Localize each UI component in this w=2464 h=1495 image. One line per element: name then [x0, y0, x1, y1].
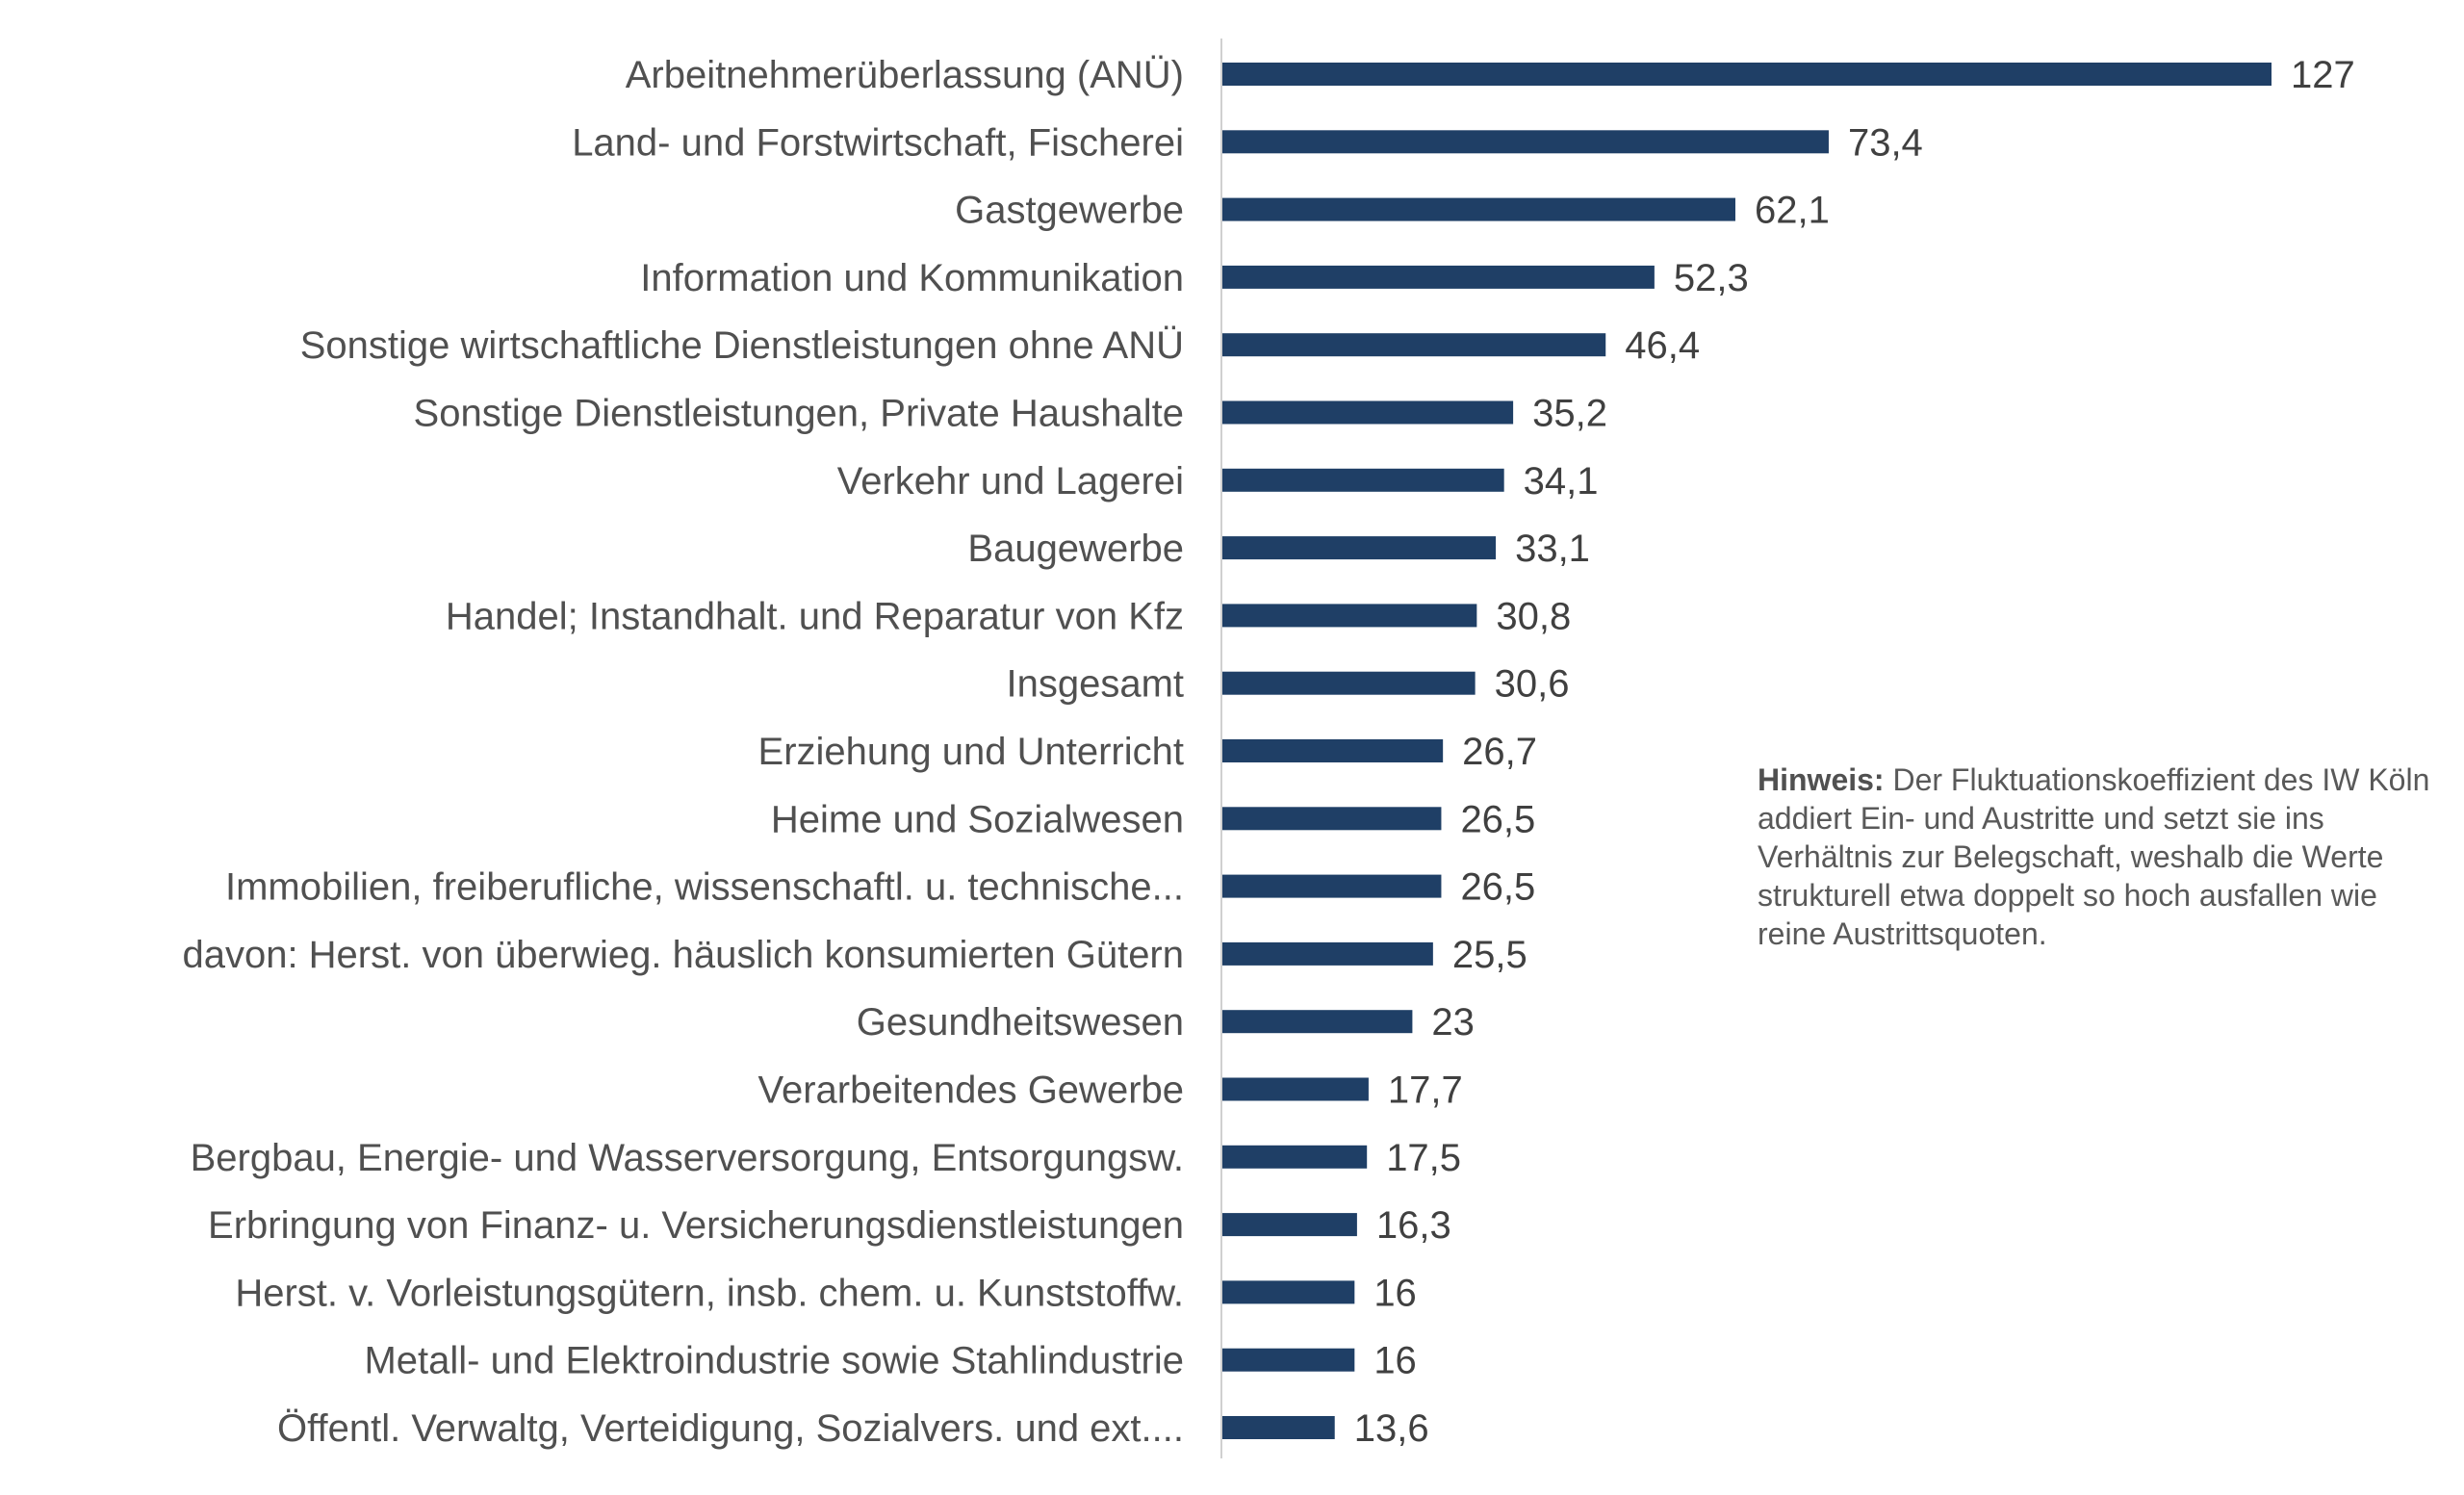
bar [1222, 333, 1606, 357]
category-label: Sonstige wirtschaftliche Dienstleistunge… [300, 324, 1184, 367]
category-label: davon: Herst. von überwieg. häuslich kon… [182, 934, 1184, 976]
category-label: Baugewerbe [967, 528, 1184, 570]
data-label: 17,5 [1386, 1137, 1461, 1179]
data-label: 35,2 [1532, 393, 1607, 435]
category-label: Bergbau, Energie- und Wasserversorgung, … [191, 1137, 1184, 1179]
category-label: Verkehr und Lagerei [837, 460, 1184, 503]
bar [1222, 671, 1476, 695]
category-label: Heime und Sozialwesen [771, 798, 1184, 840]
note-bold-label: Hinweis: [1758, 762, 1885, 797]
category-label: Erziehung und Unterricht [758, 731, 1184, 773]
data-label: 16,3 [1376, 1204, 1451, 1247]
data-label: 33,1 [1515, 528, 1590, 570]
bar [1222, 1145, 1368, 1169]
data-label: 26,7 [1462, 731, 1537, 773]
bar [1222, 536, 1497, 560]
data-label: 16 [1373, 1340, 1417, 1382]
bar [1222, 1280, 1355, 1304]
bar [1222, 807, 1442, 831]
bar [1222, 1010, 1413, 1034]
category-label: Gastgewerbe [955, 190, 1184, 232]
data-label: 26,5 [1460, 798, 1535, 840]
category-label: Immobilien, freiberufliche, wissenschaft… [225, 866, 1184, 909]
data-label: 73,4 [1848, 121, 1923, 164]
data-label: 62,1 [1755, 190, 1830, 232]
data-label: 23 [1431, 1001, 1475, 1044]
bar [1222, 1077, 1369, 1101]
bar [1222, 400, 1514, 425]
bar [1222, 197, 1735, 221]
bar [1222, 1348, 1355, 1372]
data-label: 26,5 [1460, 866, 1535, 909]
bar [1222, 604, 1477, 628]
category-label: Erbringung von Finanz- u. Versicherungsd… [208, 1204, 1184, 1247]
bar [1222, 1213, 1357, 1237]
bar [1222, 1416, 1335, 1439]
category-label: Land- und Forstwirtschaft, Fischerei [572, 121, 1184, 164]
bar [1222, 941, 1433, 966]
data-label: 52,3 [1674, 257, 1749, 299]
note-box: Hinweis: Der Fluktuationskoeffizient des… [1758, 760, 2451, 953]
bar [1222, 130, 1829, 154]
category-label: Handel; Instandhalt. und Reparatur von K… [446, 595, 1184, 637]
category-label: Metall- und Elektroindustrie sowie Stahl… [364, 1340, 1184, 1382]
data-label: 13,6 [1354, 1407, 1429, 1450]
data-label: 46,4 [1625, 324, 1700, 367]
bar [1222, 265, 1655, 289]
data-label: 17,7 [1388, 1070, 1463, 1112]
category-label: Öffentl. Verwaltg, Verteidigung, Sozialv… [277, 1407, 1184, 1450]
bar [1222, 63, 2272, 86]
data-label: 25,5 [1452, 934, 1527, 976]
data-label: 16 [1373, 1272, 1417, 1314]
data-label: 30,8 [1496, 595, 1571, 637]
category-label: Verarbeitendes Gewerbe [758, 1070, 1185, 1112]
note-text: Der Fluktuationskoeffizient des IW Köln … [1758, 762, 2430, 951]
bar [1222, 739, 1444, 762]
bar [1222, 468, 1504, 492]
bar [1222, 874, 1442, 898]
category-label: Gesundheitswesen [857, 1001, 1184, 1044]
category-label: Sonstige Dienstleistungen, Private Haush… [414, 393, 1184, 435]
category-label: Insgesamt [1006, 663, 1184, 706]
bars-layer: Arbeitnehmerüberlassung (ANÜ) 127 Land- un… [182, 54, 2354, 1450]
data-label: 34,1 [1524, 460, 1599, 503]
category-label: Herst. v. Vorleistungsgütern, insb. chem… [235, 1272, 1184, 1314]
category-label: Information und Kommunikation [640, 257, 1184, 299]
data-label: 127 [2291, 54, 2355, 96]
data-label: 30,6 [1495, 663, 1570, 706]
category-label: Arbeitnehmerüberlassung (ANÜ) [626, 54, 1184, 96]
